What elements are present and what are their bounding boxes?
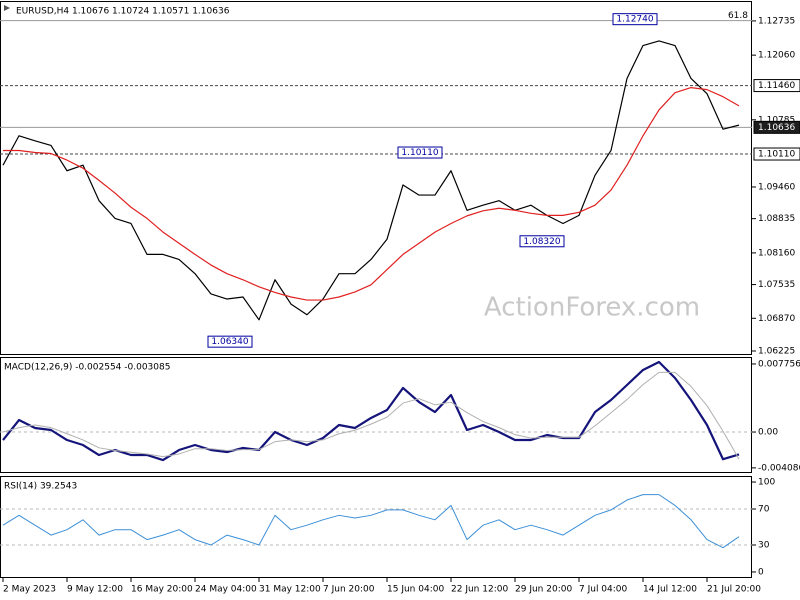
level-label: 1.11460 (758, 81, 795, 91)
watermark: ActionForex.com (484, 293, 700, 323)
y-tick-label: 1.08835 (758, 214, 795, 224)
annotation-label: 1.06340 (211, 337, 248, 347)
symbol-icon (4, 5, 10, 11)
annotation-box (612, 13, 658, 26)
y-tick-label: 0.007756 (758, 359, 800, 369)
series-line (2, 494, 740, 549)
panel-title: EURUSD,H4 1.10676 1.10724 1.10571 1.1063… (16, 7, 230, 17)
series-line (2, 371, 740, 460)
level-label: 61.8 (728, 11, 748, 21)
series-line (2, 40, 740, 321)
y-tick-label: 0 (758, 567, 764, 577)
x-tick-label: 22 Jun 12:00 (451, 585, 508, 595)
x-tick-label: 7 Jul 04:00 (579, 585, 628, 595)
x-tick-label: 15 Jun 04:00 (387, 585, 444, 595)
y-tick-label: 100 (758, 478, 775, 488)
level-label-box (753, 147, 800, 161)
series-line (2, 360, 740, 462)
y-tick-label: 1.12060 (758, 51, 795, 61)
x-tick-label: 29 Jun 20:00 (515, 585, 572, 595)
panel-title: MACD(12,26,9) -0.002554 -0.003085 (4, 363, 170, 373)
x-tick-label: 16 May 20:00 (131, 585, 193, 595)
x-tick-label: 2 May 2023 (3, 585, 56, 595)
y-tick-label: 1.09460 (758, 182, 795, 192)
x-tick-label: 31 May 12:00 (259, 585, 321, 595)
y-tick-label: 1.06870 (758, 314, 795, 324)
annotation-box (207, 335, 253, 348)
panel-frame (0, 357, 752, 473)
annotation-box (519, 235, 565, 248)
level-label: 1.10636 (758, 123, 795, 133)
level-label: 1.10110 (758, 150, 795, 160)
level-label-box (753, 79, 800, 93)
annotation-label: 1.12740 (616, 15, 653, 25)
y-tick-label: 1.07535 (758, 280, 795, 290)
y-tick-label: 0.00 (758, 428, 778, 438)
panel-frame (0, 476, 752, 578)
annotation-label: 1.08320 (523, 237, 560, 247)
y-tick-label: 1.10785 (758, 115, 795, 125)
y-tick-label: 70 (758, 505, 770, 515)
y-tick-label: 1.08160 (758, 248, 795, 258)
x-tick-label: 7 Jun 20:00 (323, 585, 375, 595)
panel-frame (0, 1, 752, 355)
y-tick-label: -0.004086 (758, 463, 800, 473)
y-tick-label: 30 (758, 540, 770, 550)
annotation-box (397, 146, 443, 159)
panel-title: RSI(14) 39.2543 (4, 482, 77, 492)
x-tick-label: 21 Jul 20:00 (707, 585, 761, 595)
x-tick-label: 24 May 04:00 (195, 585, 257, 595)
annotation-label: 1.10110 (401, 148, 438, 158)
y-tick-label: 1.06225 (758, 346, 795, 356)
y-tick-label: 1.12735 (758, 16, 795, 26)
x-tick-label: 14 Jul 12:00 (643, 585, 697, 595)
level-label-box (753, 120, 800, 134)
series-line (3, 86, 740, 301)
x-tick-label: 9 May 12:00 (67, 585, 123, 595)
